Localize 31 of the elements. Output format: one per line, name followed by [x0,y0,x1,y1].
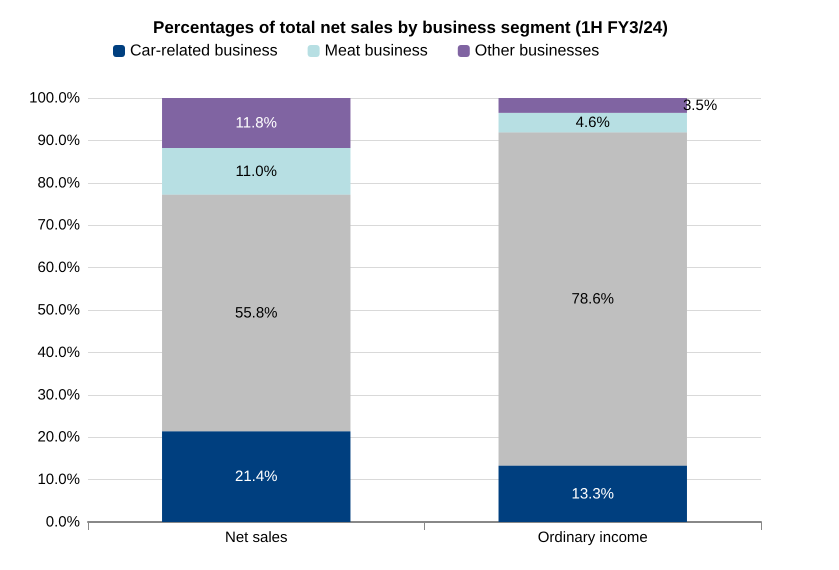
bar [162,431,350,522]
bar [498,466,687,522]
data-label: 55.8% [234,304,278,322]
legend-label: Meat business [324,42,428,60]
data-label: 21.4% [234,468,278,486]
bar [162,194,350,432]
bar [498,112,687,132]
x-tick-label: Ordinary income [538,529,648,546]
y-tick-label: 60.0% [37,259,80,276]
y-tick-label: 10.0% [37,471,80,488]
y-tick-label: 70.0% [37,216,80,234]
legend-label: Car-related business [130,42,278,60]
y-tick-label: 0.0% [46,514,80,530]
data-label: 4.6% [576,114,610,132]
y-tick-label: 50.0% [37,302,80,318]
x-tick-label: Net sales [224,529,288,546]
data-label: 78.6% [571,290,614,308]
y-tick-label: 40.0% [37,344,80,361]
chart-title: Percentages of total net sales by business segment (1H FY3/24) [153,18,668,37]
y-tick-label: 20.0% [37,428,80,446]
data-label: 11.8% [236,114,277,132]
bar [498,132,687,466]
y-tick-label: 30.0% [37,386,80,404]
legend-label: Other businesses [474,42,600,60]
data-label: 13.3% [571,485,614,502]
bar [162,98,350,148]
y-tick-label: 100.0% [29,90,80,106]
y-tick-label: 90.0% [37,132,80,149]
bar [162,148,350,195]
y-tick-label: 80.0% [37,174,80,192]
data-label: 11.0% [236,162,277,180]
